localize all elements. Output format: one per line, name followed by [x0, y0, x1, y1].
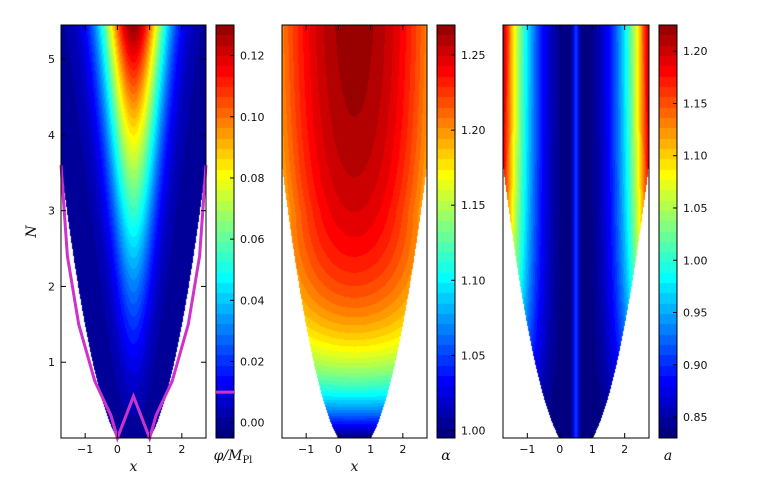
colorbar-tick-label: 1.15 [683, 97, 708, 110]
colorbar-label-subscript: Pl [242, 455, 252, 466]
x-tick-label: 1 [367, 443, 374, 456]
colorbar-tick-label: 1.20 [683, 45, 708, 58]
y-tick-label: 4 [48, 129, 55, 142]
colorbar-tick-label: 1.10 [683, 150, 708, 163]
y-axis-label: N [24, 225, 40, 239]
x-tick-label: 0 [114, 443, 121, 456]
colorbar-tick-label: 1.20 [461, 124, 486, 137]
colorbar-tick-label: 0.02 [240, 356, 265, 369]
x-axis-label: x [351, 459, 359, 475]
y-tick-label: 1 [48, 356, 55, 369]
x-tick-label: 1 [589, 443, 596, 456]
colorbar-tick-label: 0.04 [240, 294, 265, 307]
colorbar-tick-label: 1.00 [461, 424, 486, 437]
colorbar-frame [658, 24, 678, 439]
colorbar-tick-label: 0.85 [683, 411, 708, 424]
plot-frame [281, 24, 428, 439]
colorbar [216, 25, 234, 438]
colorbar-tick-label: 0.00 [240, 417, 265, 430]
contour-line [59, 165, 208, 443]
colorbar-tick-label: 0.06 [240, 233, 265, 246]
colorbar-label: a [664, 448, 672, 464]
x-tick-label: 0 [335, 443, 342, 456]
x-tick-label: 0 [556, 443, 563, 456]
x-tick-label: −1 [298, 443, 314, 456]
x-tick-label: 1 [146, 443, 153, 456]
x-tick-label: −1 [519, 443, 535, 456]
colorbar-tick-label: 1.05 [461, 349, 486, 362]
colorbar-tick-label: 0.95 [683, 307, 708, 320]
colorbar-tick-label: 1.15 [461, 199, 486, 212]
colorbar-tick-label: 1.05 [683, 202, 708, 215]
y-tick-label: 3 [48, 205, 55, 218]
heatmap-a [503, 25, 649, 438]
colorbar [437, 25, 455, 438]
colorbar-tick-label: 1.10 [461, 274, 486, 287]
plot-frame [60, 24, 207, 439]
y-tick-label: 2 [48, 280, 55, 293]
y-tick-label: 5 [48, 53, 55, 66]
colorbar-tick-label: 0.12 [240, 50, 265, 63]
colorbar-label: φ/MPl [214, 448, 253, 466]
colorbar [659, 25, 677, 438]
colorbar-tick-label: 1.00 [683, 254, 708, 267]
heatmap-alpha [282, 25, 427, 438]
colorbar-label: α [441, 448, 451, 464]
colorbar-frame [436, 24, 456, 439]
heatmap-phi [61, 25, 206, 438]
x-tick-label: 2 [178, 443, 185, 456]
colorbar-tick-label: 0.08 [240, 172, 265, 185]
colorbar-tick-label: 0.10 [240, 111, 265, 124]
colorbar-frame [215, 24, 235, 439]
plot-frame [502, 24, 650, 439]
colorbar-tick-label: 1.25 [461, 49, 486, 62]
x-axis-label: x [130, 459, 138, 475]
x-tick-label: 2 [399, 443, 406, 456]
x-tick-label: 2 [621, 443, 628, 456]
x-tick-label: −1 [77, 443, 93, 456]
colorbar-tick-label: 0.90 [683, 359, 708, 372]
